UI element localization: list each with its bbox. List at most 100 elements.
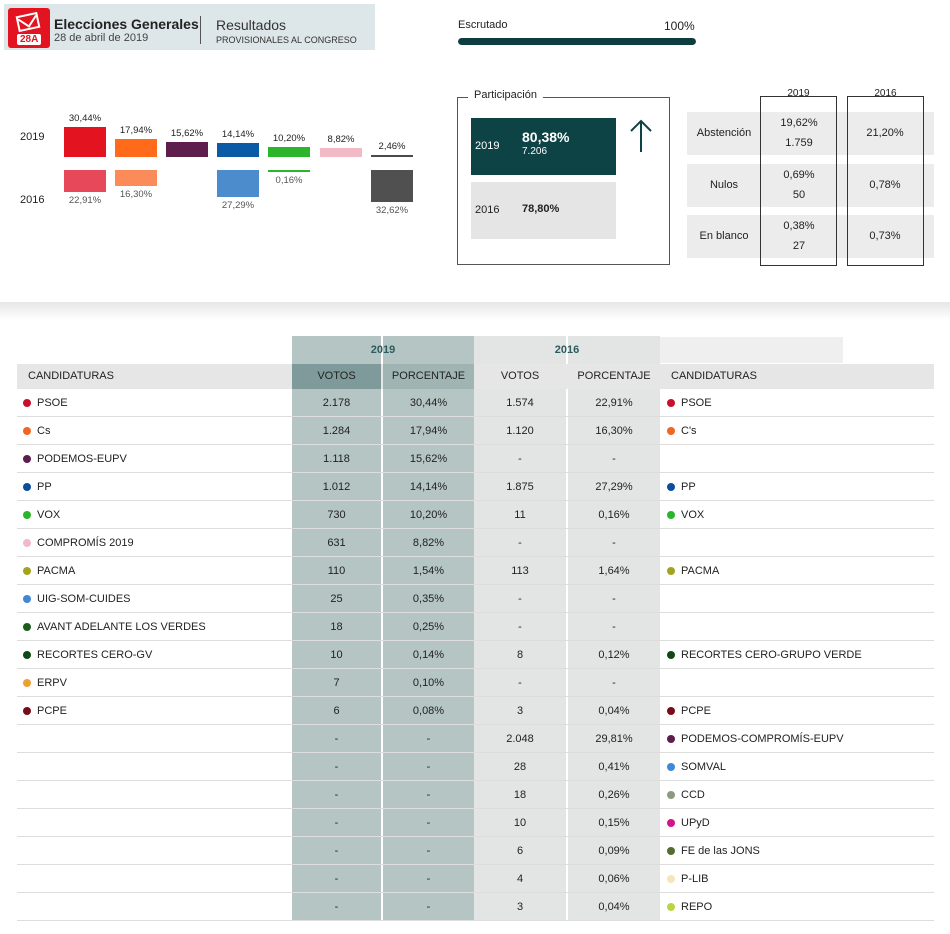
results-heading: Resultados [216, 17, 287, 33]
section-divider [0, 302, 950, 320]
votes-2016: - [518, 593, 522, 605]
abstention-count-2019: 27 [792, 240, 806, 252]
candidate-2019: UIG-SOM-CUIDES [23, 585, 131, 613]
votes-2019: - [334, 761, 339, 773]
abstention-pct-2019: 19,62% [780, 117, 818, 129]
candidate-2016-name: C's [681, 425, 697, 437]
participation-title: Participación [468, 89, 543, 101]
candidate-2016: PCPE [667, 697, 711, 725]
abstention-year-2016: 2016 [847, 88, 924, 99]
pct-2019: 0,25% [412, 621, 445, 633]
table-row: VOX 730 10,20% 11 0,16% VOX [17, 501, 934, 529]
participation-2016-year: 2016 [475, 204, 500, 216]
candidate-2016-name: UPyD [681, 817, 710, 829]
ballot-logo-icon: 28A [8, 8, 50, 48]
party-color-dot-icon [667, 483, 675, 491]
year-label-2019: 2019 [20, 131, 45, 143]
bar-2016 [371, 170, 413, 202]
bar-2019-label: 10,20% [272, 132, 306, 144]
votes-2019: 730 [327, 509, 346, 521]
party-color-dot-icon [23, 511, 31, 519]
table-row: - - 10 0,15% UPyD [17, 809, 934, 837]
candidate-2019: PP [23, 473, 52, 501]
party-color-dot-icon [667, 847, 675, 855]
pct-2016: 0,41% [598, 761, 630, 773]
candidate-2016-name: SOMVAL [681, 761, 727, 773]
table-row: - - 28 0,41% SOMVAL [17, 753, 934, 781]
votes-2016: - [518, 453, 522, 465]
table-row: UIG-SOM-CUIDES 25 0,35% - - [17, 585, 934, 613]
pct-2016: 1,64% [598, 565, 630, 577]
pct-2019: - [426, 733, 431, 745]
candidate-2016: VOX [667, 501, 704, 529]
col-votos-2016: VOTOS [500, 370, 540, 382]
pct-2016: - [612, 537, 616, 549]
table-row: - - 4 0,06% P-LIB [17, 865, 934, 893]
participation-2019-year: 2019 [475, 140, 500, 152]
votes-2019: 18 [330, 621, 343, 633]
pct-2016: 0,15% [598, 817, 630, 829]
votes-2016: 6 [516, 845, 524, 857]
party-color-dot-icon [667, 903, 675, 911]
candidate-2016-name: P-LIB [681, 873, 709, 885]
candidate-2019: AVANT ADELANTE LOS VERDES [23, 613, 206, 641]
candidate-2019: PSOE [23, 389, 68, 417]
pct-2019: - [426, 817, 431, 829]
candidate-2016: PP [667, 473, 696, 501]
abstention-2019-frame [760, 96, 837, 266]
col-sep-2016 [566, 336, 568, 920]
col-votos-2019: VOTOS [317, 370, 356, 382]
bar-2016 [64, 170, 106, 193]
page-title: Elecciones Generales [54, 16, 199, 32]
votes-2016: - [518, 537, 522, 549]
header-banner: 28A Elecciones Generales 28 de abril de … [4, 4, 375, 50]
candidate-2016: PODEMOS-COMPROMÍS-EUPV [667, 725, 844, 753]
votes-2019: 110 [327, 565, 346, 577]
col-candidaturas-2019: CANDIDATURAS [28, 370, 114, 382]
candidate-2016: FE de las JONS [667, 837, 760, 865]
pct-2016: 0,16% [598, 509, 630, 521]
pct-2016: 29,81% [595, 733, 633, 745]
party-color-dot-icon [667, 791, 675, 799]
pct-2016: 0,06% [598, 873, 630, 885]
table-row: - - 18 0,26% CCD [17, 781, 934, 809]
bar-2019-label: 15,62% [170, 127, 204, 139]
participation-2019-count: 7.206 [522, 146, 548, 157]
bar-2019-label: 30,44% [68, 113, 102, 125]
participation-2019-box: 2019 80,38% 7.206 [471, 118, 616, 175]
candidate-2019-name: VOX [37, 509, 61, 521]
table-row: PCPE 6 0,08% 3 0,04% PCPE [17, 697, 934, 725]
abstention-pct-2016: 21,20% [866, 127, 904, 139]
pct-2016: 27,29% [595, 481, 633, 493]
votos19-head-bg [292, 364, 381, 389]
pct-2019: - [426, 789, 431, 801]
table-header-row [17, 364, 934, 389]
scrutiny-progress-fill [458, 38, 696, 45]
abstention-2016-frame [847, 96, 924, 266]
bar-2016-label: 22,91% [68, 195, 102, 207]
party-color-dot-icon [23, 595, 31, 603]
pct19-head-bg [383, 364, 474, 389]
votes-2016: 18 [513, 789, 527, 801]
candidate-2019: Cs [23, 417, 50, 445]
candidate-2016: REPO [667, 893, 712, 921]
header-spacer [660, 337, 843, 363]
party-color-dot-icon [23, 623, 31, 631]
bar-2019 [217, 143, 259, 157]
col-candidaturas-2016: CANDIDATURAS [671, 370, 757, 382]
candidate-2019: ERPV [23, 669, 67, 697]
candidate-2019-name: PACMA [37, 565, 76, 577]
votes-2016: 4 [516, 873, 524, 885]
party-color-dot-icon [23, 567, 31, 575]
candidate-2016: CCD [667, 781, 705, 809]
table-row: - - 6 0,09% FE de las JONS [17, 837, 934, 865]
election-date: 28 de abril de 2019 [54, 32, 149, 44]
party-color-dot-icon [23, 399, 31, 407]
votes-2016: 10 [513, 817, 527, 829]
pct-2019: 1,54% [412, 565, 445, 577]
abstention-year-2019: 2019 [760, 88, 837, 99]
candidate-2019: COMPROMÍS 2019 [23, 529, 134, 557]
pct-2019: 14,14% [409, 481, 448, 493]
pct-2019: 8,82% [412, 537, 445, 549]
votes-2016: 28 [513, 761, 527, 773]
